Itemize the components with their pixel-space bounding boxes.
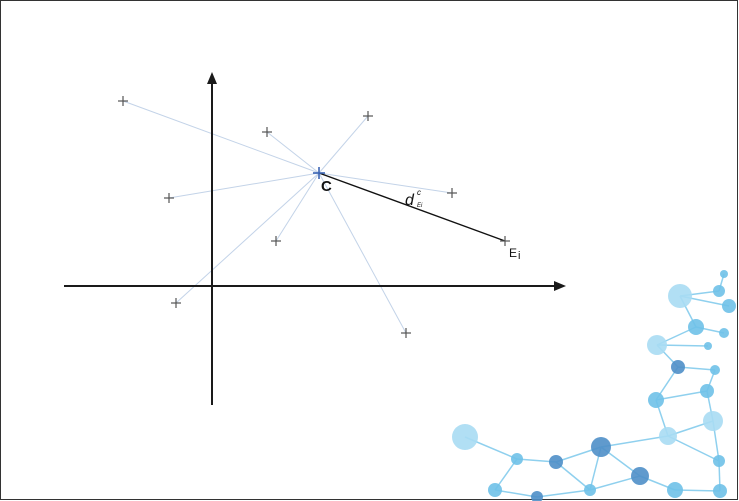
- point-marker: [447, 188, 457, 198]
- distance-label-sup: c: [417, 188, 421, 197]
- network-node: [700, 384, 714, 398]
- distance-label: d c Ei: [405, 188, 423, 209]
- network-edge: [494, 489, 538, 498]
- endpoint-label: E i: [509, 246, 520, 262]
- spoke-line: [122, 100, 320, 174]
- spoke-line: [275, 172, 320, 242]
- network-node: [704, 342, 712, 350]
- network-node: [648, 392, 664, 408]
- spoke-line: [168, 172, 320, 199]
- network-node: [722, 299, 736, 313]
- point-marker: [164, 193, 174, 203]
- network-node: [647, 335, 667, 355]
- network-node: [720, 270, 728, 278]
- point-markers: [118, 96, 510, 338]
- network-node: [488, 483, 502, 497]
- axes: [64, 72, 566, 405]
- network-edge: [655, 390, 708, 401]
- network-node: [511, 453, 523, 465]
- point-marker: [118, 96, 128, 106]
- spoke-line: [318, 115, 369, 174]
- center-label: C: [321, 178, 332, 195]
- point-marker: [363, 111, 373, 121]
- network-node: [671, 360, 685, 374]
- x-axis-arrow-icon: [554, 281, 566, 291]
- point-marker: [401, 328, 411, 338]
- network-edge: [600, 435, 669, 448]
- distance-line: [318, 172, 506, 242]
- network-edge: [667, 435, 720, 462]
- network-node: [667, 482, 683, 498]
- network-node: [710, 365, 720, 375]
- network-node: [659, 427, 677, 445]
- network-node: [549, 455, 563, 469]
- y-axis-arrow-icon: [207, 72, 217, 84]
- spoke-lines: [122, 100, 453, 334]
- network-node: [688, 319, 704, 335]
- spoke-line: [175, 172, 320, 304]
- distance-label-sub: Ei: [417, 203, 423, 209]
- spoke-line: [318, 172, 407, 334]
- network-node: [703, 411, 723, 431]
- spoke-line: [318, 172, 453, 194]
- spoke-line: [266, 131, 320, 174]
- network-node: [719, 328, 729, 338]
- network-node: [713, 484, 727, 498]
- network-node: [668, 284, 692, 308]
- network-edge: [555, 461, 591, 491]
- distance-label-main: d: [405, 192, 415, 209]
- point-marker: [171, 298, 181, 308]
- network-node: [584, 484, 596, 496]
- network-node: [452, 424, 478, 450]
- point-marker: [262, 127, 272, 137]
- network-node: [631, 467, 649, 485]
- network-node: [591, 437, 611, 457]
- network-decoration: [452, 270, 736, 501]
- point-marker: [271, 236, 281, 246]
- center-marker: [313, 167, 325, 179]
- network-node: [713, 285, 725, 297]
- point-marker: [500, 236, 510, 246]
- endpoint-label-main: E: [509, 246, 517, 260]
- endpoint-label-sub: i: [518, 250, 520, 262]
- network-edge: [536, 489, 591, 498]
- network-node: [531, 491, 543, 501]
- network-node: [713, 455, 725, 467]
